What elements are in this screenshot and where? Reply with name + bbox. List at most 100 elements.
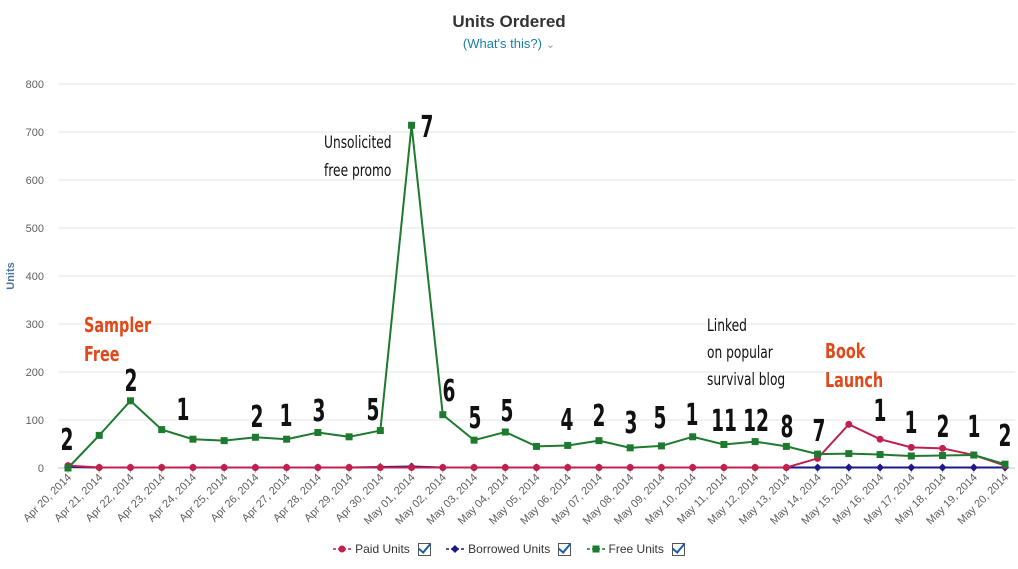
data-label-17: 2 <box>593 398 606 433</box>
paid-units-point-22 <box>751 464 759 472</box>
paid-units-point-23 <box>782 464 790 472</box>
free-units-point-2 <box>126 397 134 405</box>
whats-this-link[interactable]: (What's this?) ⌄ <box>0 36 1018 51</box>
free-units-point-17 <box>595 437 603 445</box>
free-units-point-25 <box>845 450 853 458</box>
free-units-point-15 <box>533 442 540 450</box>
legend-item-paid[interactable]: Paid Units <box>333 542 431 556</box>
free-units-point-10 <box>376 427 384 435</box>
borrowed-units-point-27 <box>907 463 916 472</box>
y-tick-label-300: 300 <box>26 319 44 331</box>
borrowed-units-point-26 <box>876 463 885 472</box>
free-units-line <box>67 125 1006 469</box>
paid-units-point-10 <box>376 464 384 472</box>
legend-item-borrowed[interactable]: Borrowed Units <box>446 542 572 556</box>
free-units-point-19 <box>657 442 665 450</box>
free-checkbox-icon[interactable] <box>671 542 685 556</box>
paid-units-point-4 <box>189 464 197 472</box>
data-label-14: 5 <box>501 393 514 428</box>
paid-units-point-5 <box>220 464 228 472</box>
y-tick-label-500: 500 <box>26 223 44 235</box>
paid-units-point-1 <box>95 464 103 472</box>
y-tick-label-800: 800 <box>26 79 44 91</box>
y-tick-label-400: 400 <box>26 271 44 283</box>
free-units-point-16 <box>564 441 572 449</box>
free-units-point-24 <box>814 450 822 458</box>
paid-units-point-7 <box>283 464 291 472</box>
legend: Paid Units Borrowed Units Free Units <box>0 542 1018 557</box>
data-label-24: 7 <box>813 413 826 448</box>
free-units-point-21 <box>720 440 728 448</box>
annotation-1-line-1: free promo <box>324 161 391 181</box>
annotation-3-line-0: Book <box>825 341 866 364</box>
paid-units-point-11 <box>408 464 416 472</box>
paid-units-point-14 <box>501 464 509 472</box>
free-units-point-4 <box>189 435 197 443</box>
free-units-point-9 <box>345 433 353 441</box>
data-label-28: 2 <box>937 409 950 444</box>
legend-label-paid: Paid Units <box>355 542 410 556</box>
free-units-point-8 <box>314 428 322 436</box>
paid-units-point-15 <box>533 464 540 472</box>
data-label-16: 4 <box>561 402 574 437</box>
data-label-21: 11 <box>711 403 737 438</box>
data-label-30: 2 <box>999 418 1012 453</box>
free-units-point-20 <box>689 433 697 441</box>
annotation-0-line-1: Free <box>84 344 120 367</box>
data-label-23: 8 <box>781 409 794 444</box>
whats-this-label: (What's this?) <box>462 36 542 51</box>
free-units-point-18 <box>626 444 634 452</box>
free-units-point-11 <box>408 121 416 129</box>
annotation-2-line-1: on popular <box>707 343 774 363</box>
annotation-3-line-1: Launch <box>825 370 883 393</box>
data-label-10: 5 <box>367 392 380 427</box>
free-units-point-14 <box>501 428 509 436</box>
paid-checkbox-icon[interactable] <box>417 542 431 556</box>
free-units-point-5 <box>220 437 228 445</box>
legend-item-free[interactable]: Free Units <box>586 542 685 556</box>
data-label-7: 1 <box>280 398 293 433</box>
borrowed-line-icon <box>446 544 465 554</box>
y-tick-label-700: 700 <box>26 127 44 139</box>
paid-units-point-8 <box>314 464 322 472</box>
paid-units-point-26 <box>876 435 884 443</box>
paid-units-point-20 <box>689 464 697 472</box>
data-label-29: 1 <box>968 409 981 444</box>
data-label-19: 5 <box>654 400 667 435</box>
free-units-point-30 <box>1001 460 1009 468</box>
annotation-0-line-0: Sampler <box>84 315 151 338</box>
paid-units-point-9 <box>345 464 353 472</box>
y-tick-label-600: 600 <box>26 175 44 187</box>
free-units-point-3 <box>158 426 166 434</box>
borrowed-units-point-25 <box>844 463 853 472</box>
free-units-point-13 <box>470 436 478 444</box>
free-units-point-26 <box>876 451 884 459</box>
free-units-point-0 <box>64 464 72 472</box>
data-label-20: 1 <box>686 397 699 432</box>
paid-units-point-6 <box>251 464 259 472</box>
free-units-point-1 <box>95 431 103 439</box>
free-units-point-12 <box>439 411 447 419</box>
paid-units-point-25 <box>845 420 853 428</box>
data-label-11: 7 <box>421 109 434 144</box>
free-units-point-6 <box>251 433 259 441</box>
free-line-icon <box>586 544 605 554</box>
paid-units-point-12 <box>439 464 447 472</box>
data-label-6: 2 <box>251 399 264 434</box>
paid-units-point-27 <box>907 443 915 451</box>
free-units-point-28 <box>939 452 947 460</box>
y-tick-label-0: 0 <box>38 463 44 475</box>
data-label-2: 2 <box>125 363 138 398</box>
annotation-2-line-0: Linked <box>707 316 747 336</box>
paid-units-point-18 <box>626 464 634 472</box>
borrowed-checkbox-icon[interactable] <box>558 542 572 556</box>
free-units-point-22 <box>751 438 759 446</box>
data-label-27: 1 <box>905 405 918 440</box>
y-tick-label-100: 100 <box>26 415 44 427</box>
paid-units-point-17 <box>595 464 603 472</box>
borrowed-units-point-24 <box>813 463 822 472</box>
data-label-22: 12 <box>743 403 769 438</box>
legend-label-free: Free Units <box>608 542 664 556</box>
y-tick-label-200: 200 <box>26 367 44 379</box>
